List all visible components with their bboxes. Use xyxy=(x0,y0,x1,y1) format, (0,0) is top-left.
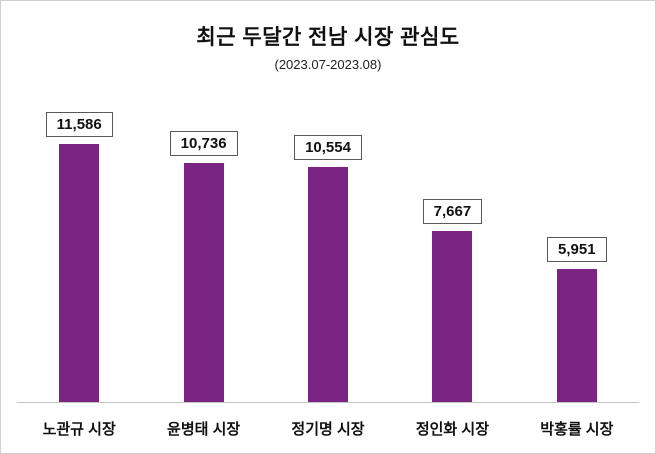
bar xyxy=(308,167,349,402)
category-label: 정인화 시장 xyxy=(415,421,489,438)
bar-slot: 11,586 xyxy=(17,112,141,402)
bar xyxy=(183,163,224,402)
category-label: 박홍률 시장 xyxy=(540,421,614,438)
value-label: 10,554 xyxy=(294,135,362,160)
chart-title: 최근 두달간 전남 시장 관심도 xyxy=(196,26,460,49)
category-axis: 노관규 시장 윤병태 시장 정기명 시장 정인화 시장 박홍률 시장 xyxy=(17,418,639,439)
bar-slot: 5,951 xyxy=(515,237,639,402)
bar-slot: 7,667 xyxy=(390,199,514,402)
plot-area: 11,586 10,736 10,554 7,667 5,951 xyxy=(17,101,639,403)
value-label: 11,586 xyxy=(45,112,113,137)
value-label: 5,951 xyxy=(547,237,607,262)
bar xyxy=(432,231,473,402)
value-label: 10,736 xyxy=(169,131,238,156)
chart-subtitle: (2023.07-2023.08) xyxy=(274,57,382,72)
category-label: 정기명 시장 xyxy=(291,421,365,438)
category-label: 노관규 시장 xyxy=(42,421,116,438)
value-label: 7,667 xyxy=(422,199,483,224)
bar xyxy=(556,269,597,402)
bar-slot: 10,554 xyxy=(266,135,390,402)
category-label: 윤병태 시장 xyxy=(167,421,241,438)
bar-slot: 10,736 xyxy=(141,131,265,402)
bar xyxy=(59,144,100,402)
x-axis-line: 11,586 10,736 10,554 7,667 5,951 xyxy=(17,101,639,403)
